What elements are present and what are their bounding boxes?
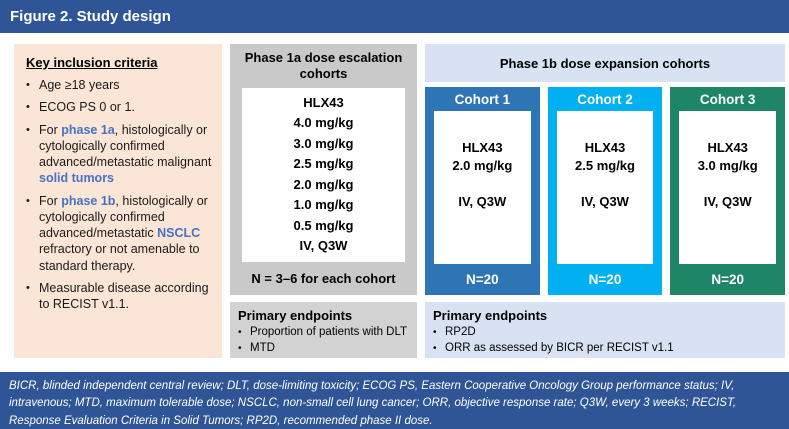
cohort-dose: 2.5 mg/kg: [575, 157, 635, 173]
dose-line: 2.0 mg/kg: [293, 176, 354, 192]
phase1b-header: Phase 1b dose expansion cohorts: [499, 55, 711, 71]
dose-line: IV, Q3W: [299, 238, 348, 254]
inclusion-item: • For phase 1a, histologically or cytolo…: [26, 122, 212, 187]
cohort-1-title: Cohort 1: [454, 91, 511, 107]
phase1a-cohort-size-note: N = 3–6 for each cohort: [251, 271, 396, 286]
dose-line: HLX43: [303, 94, 344, 110]
cohort-drug: HLX43: [462, 139, 503, 155]
dose-line: 1.0 mg/kg: [293, 197, 354, 213]
cohort-dose: 3.0 mg/kg: [697, 157, 758, 173]
bullet-icon: •: [26, 281, 30, 294]
inclusion-item-text: Measurable disease according to RECIST v…: [39, 280, 209, 311]
dose-line: 0.5 mg/kg: [293, 217, 354, 233]
endpoint-item: • RP2D: [433, 325, 777, 341]
phase1a-endpoints-panel: Primary endpoints • Proportion of patient…: [230, 302, 417, 358]
bullet-icon: •: [26, 101, 30, 114]
bullet-icon: •: [238, 327, 242, 338]
dose-line: 3.0 mg/kg: [293, 135, 354, 151]
figure-title-bar: Figure 2. Study design: [0, 0, 789, 33]
phase1a-panel: Phase 1a dose escalation cohorts HLX43 4…: [230, 44, 417, 295]
phase1a-header: Phase 1a dose escalation cohorts: [244, 50, 403, 82]
cohort-3-title: Cohort 3: [699, 91, 756, 107]
key-inclusion-criteria-panel: Key inclusion criteria • Age ≥18 years •…: [14, 44, 222, 358]
phase1b-endpoints-list: • RP2D • ORR as assessed by BICR per RECIS…: [433, 325, 777, 356]
dose-line: 4.0 mg/kg: [293, 115, 354, 131]
abbreviations-footnote: BICR, blinded independent central review…: [0, 372, 789, 429]
cohort-1-dose-box: HLX43 2.0 mg/kg IV, Q3W: [434, 111, 531, 264]
accent-phase-1b: phase 1b: [61, 193, 116, 208]
cohort-2-dose-box: HLX43 2.5 mg/kg IV, Q3W: [556, 111, 654, 264]
inclusion-list: • Age ≥18 years • ECOG PS 0 or 1. • For …: [26, 77, 212, 312]
inclusion-item-text: Age ≥18 years: [39, 78, 120, 92]
cohort-drug: HLX43: [584, 139, 626, 155]
cohort-3-n: N=20: [711, 272, 744, 287]
cohort-dose: 2.0 mg/kg: [452, 157, 513, 173]
phase1b-endpoints-panel: Primary endpoints • RP2D • ORR as assessed…: [425, 302, 785, 358]
phase1a-endpoints-list: • Proportion of patients with DLT • MTD: [238, 325, 409, 356]
dose-line: 2.5 mg/kg: [293, 156, 354, 172]
inclusion-item: • Age ≥18 years: [26, 77, 212, 93]
cohort-3-dose-box: HLX43 3.0 mg/kg IV, Q3W: [679, 111, 777, 264]
bullet-icon: •: [238, 342, 242, 354]
bullet-icon: •: [26, 123, 30, 136]
inclusion-item-text: ECOG PS 0 or 1.: [39, 100, 135, 115]
accent-solid-tumors: solid tumors: [39, 171, 115, 186]
cohort-schedule: IV, Q3W: [458, 193, 507, 209]
phase1b-endpoints-heading: Primary endpoints: [433, 308, 548, 323]
phase1b-header-band: Phase 1b dose expansion cohorts: [425, 44, 785, 82]
cohort-drug: HLX43: [707, 139, 748, 155]
cohort-2-box: Cohort 2 HLX43 2.5 mg/kg IV, Q3W N=20: [547, 87, 663, 295]
accent-phase-1a: phase 1a: [61, 122, 115, 137]
cohort-3-box: Cohort 3 HLX43 3.0 mg/kg IV, Q3W N=20: [670, 87, 786, 295]
bullet-icon: •: [26, 194, 30, 207]
accent-nsclc: NSCLC: [157, 226, 201, 240]
endpoint-item: • ORR as assessed by BICR per RECIST v1.1: [433, 341, 777, 357]
phase1b-cohorts: Cohort 1 HLX43 2.0 mg/kg IV, Q3W N=20 Co…: [425, 87, 786, 295]
cohort-schedule: IV, Q3W: [581, 193, 629, 209]
endpoint-item: • MTD: [238, 341, 409, 357]
cohort-2-n: N=20: [588, 272, 622, 287]
bullet-icon: •: [433, 342, 437, 354]
endpoint-item: • Proportion of patients with DLT: [238, 325, 409, 341]
bullet-icon: •: [26, 79, 30, 91]
inclusion-heading: Key inclusion criteria: [26, 55, 158, 70]
phase1a-endpoints-heading: Primary endpoints: [238, 308, 353, 323]
cohort-schedule: IV, Q3W: [703, 193, 752, 209]
cohort-2-title: Cohort 2: [577, 91, 633, 107]
inclusion-item: • Measurable disease according to RECIST…: [26, 280, 212, 313]
inclusion-item: • ECOG PS 0 or 1.: [26, 99, 212, 115]
bullet-icon: •: [433, 327, 437, 338]
cohort-1-n: N=20: [466, 272, 499, 287]
cohort-1-box: Cohort 1 HLX43 2.0 mg/kg IV, Q3W N=20: [425, 87, 540, 295]
figure-title: Figure 2. Study design: [10, 8, 171, 25]
inclusion-item-text: For phase 1a, histologically or cytologi…: [39, 122, 212, 186]
inclusion-item: • For phase 1b, histologically or cytolo…: [26, 193, 212, 274]
inclusion-item-text: For phase 1b, histologically or cytologi…: [39, 193, 208, 273]
phase1a-dose-box: HLX43 4.0 mg/kg 3.0 mg/kg 2.5 mg/kg 2.0 …: [242, 87, 405, 262]
